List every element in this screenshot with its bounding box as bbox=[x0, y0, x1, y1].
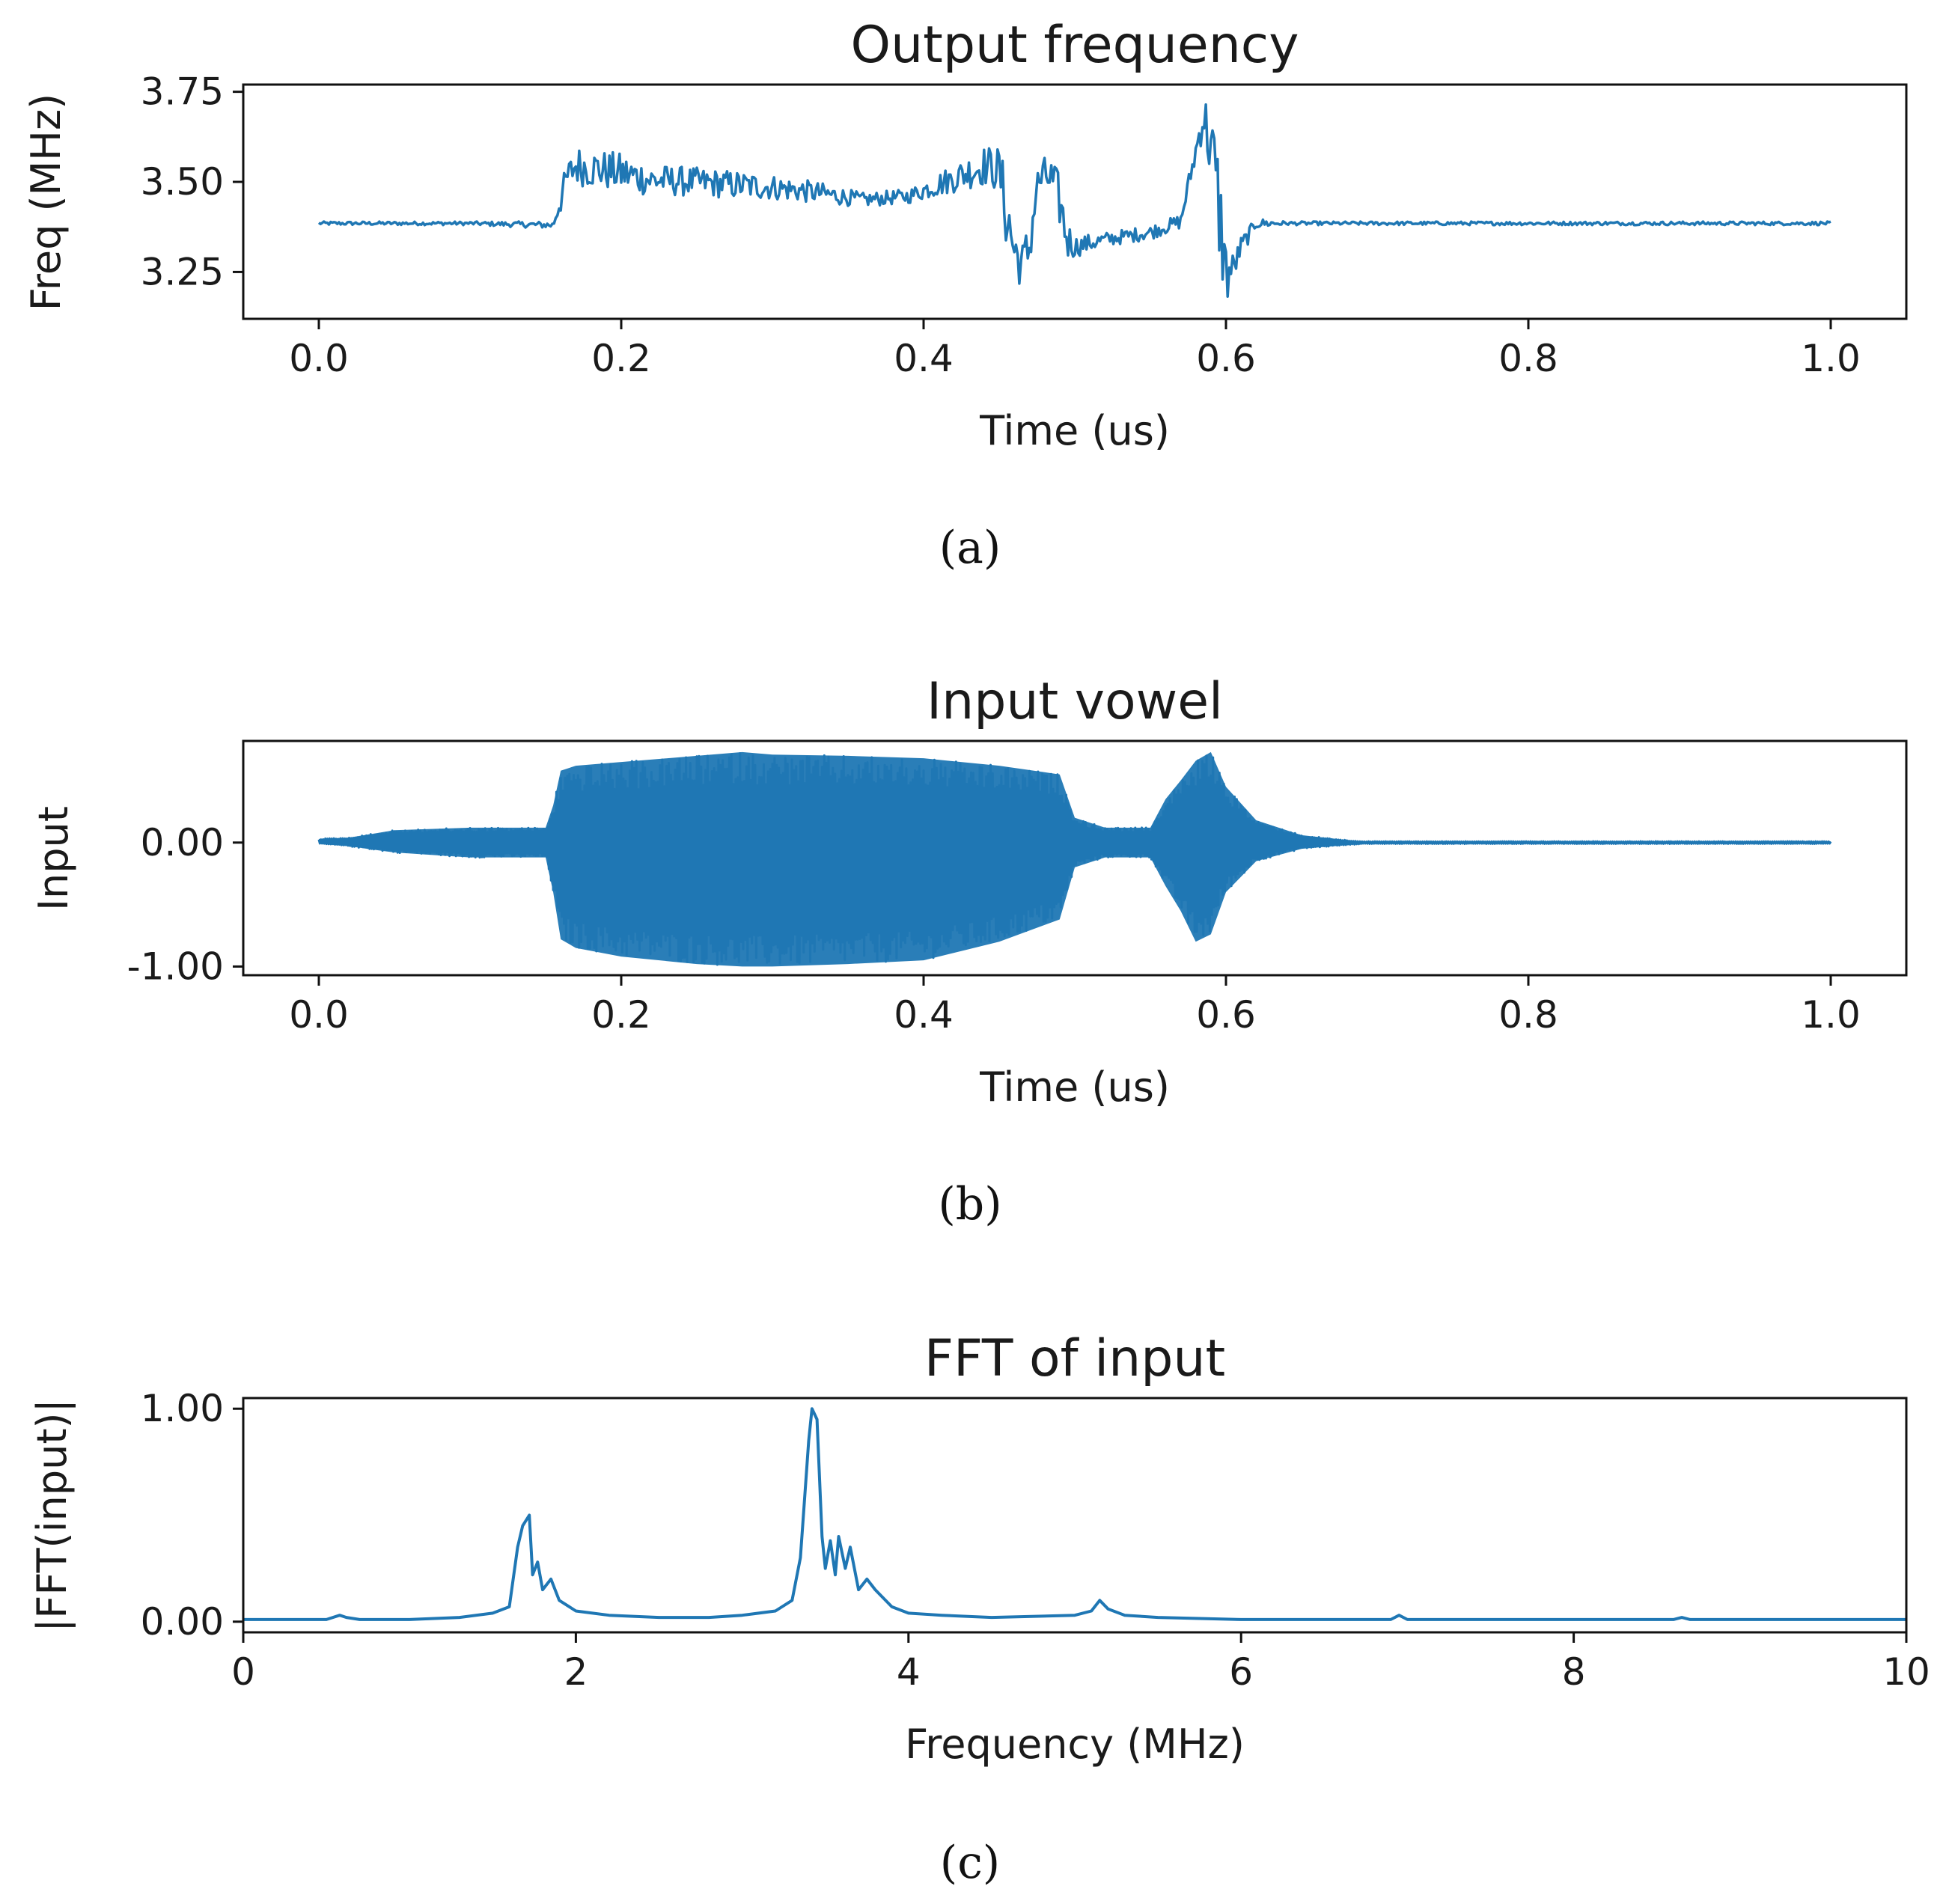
panel-a-marks bbox=[317, 103, 1831, 298]
panel-a-xlabel: Time (us) bbox=[979, 407, 1170, 454]
panel-b-ytick-label: -1.00 bbox=[127, 945, 224, 988]
panel-c-axes-frame bbox=[242, 1397, 1908, 1634]
panel-a-xtick-label: 0.0 bbox=[289, 337, 349, 380]
panel-a-ytick-label: 3.25 bbox=[141, 250, 224, 293]
panel-b-xtick-label: 0.2 bbox=[591, 993, 651, 1037]
panel-c-ytick-label: 1.00 bbox=[141, 1387, 224, 1430]
panel-b-title: Input vowel bbox=[927, 672, 1223, 731]
panel-c-caption: (c) bbox=[940, 1837, 1000, 1889]
panel-a-caption: (a) bbox=[939, 522, 1001, 574]
panel-a-output-frequency: Output frequency Time (us) Freq (MHz) (a… bbox=[22, 16, 1908, 574]
panel-a-axes-frame bbox=[242, 83, 1908, 320]
panel-a-title: Output frequency bbox=[851, 16, 1299, 75]
panel-c-xlabel: Frequency (MHz) bbox=[905, 1721, 1245, 1768]
panel-a-xtick-label: 0.6 bbox=[1196, 337, 1256, 380]
panel-b-marks bbox=[317, 751, 1832, 967]
panel-a-xtick-label: 0.2 bbox=[591, 337, 651, 380]
panel-b-xtick-label: 1.0 bbox=[1801, 993, 1861, 1037]
panel-b-ticks: 0.0 0.2 0.4 0.6 0.8 1.0 -1.00 0.00 bbox=[127, 821, 1861, 1037]
panel-b-xtick-label: 0.8 bbox=[1498, 993, 1558, 1037]
panel-b-caption: (b) bbox=[938, 1178, 1001, 1230]
panel-b-xtick-label: 0.0 bbox=[289, 993, 349, 1037]
panel-a-ylabel: Freq (MHz) bbox=[22, 94, 70, 311]
panel-c-title: FFT of input bbox=[924, 1329, 1225, 1388]
panel-a-xtick-label: 0.8 bbox=[1498, 337, 1558, 380]
panel-c-ylabel: |FFT(input)| bbox=[28, 1399, 76, 1632]
panel-c-xtick-label: 8 bbox=[1562, 1650, 1586, 1694]
panel-a-xtick-label: 0.4 bbox=[894, 337, 954, 380]
panel-b-xlabel: Time (us) bbox=[979, 1064, 1170, 1111]
panel-c-series-line bbox=[243, 1407, 1906, 1621]
panel-c-marks bbox=[243, 1407, 1906, 1621]
panel-b-xtick-label: 0.6 bbox=[1196, 993, 1256, 1037]
panel-b-axes-frame bbox=[242, 739, 1908, 977]
panel-c-xtick-label: 2 bbox=[564, 1650, 588, 1694]
panel-c-xtick-label: 6 bbox=[1229, 1650, 1253, 1694]
panel-c-fft-of-input: FFT of input Frequency (MHz) |FFT(input)… bbox=[28, 1329, 1930, 1889]
panel-c-ytick-label: 0.00 bbox=[141, 1600, 224, 1644]
panel-a-ytick-label: 3.75 bbox=[141, 70, 224, 114]
panel-a-series-line bbox=[317, 103, 1831, 298]
panel-b-input-vowel: Input vowel Time (us) Input (b) 0.0 0.2 0.… bbox=[30, 672, 1908, 1230]
panel-c-ticks: 0 2 4 6 8 10 0.00 1.00 bbox=[141, 1387, 1930, 1694]
panel-b-ylabel: Input bbox=[30, 806, 77, 911]
panel-a-ytick-label: 3.50 bbox=[141, 160, 224, 204]
panel-b-ytick-label: 0.00 bbox=[141, 821, 224, 864]
panel-b-series-line bbox=[317, 752, 1832, 966]
panel-b-xtick-label: 0.4 bbox=[894, 993, 954, 1037]
panel-c-xtick-label: 0 bbox=[231, 1650, 255, 1694]
panel-c-xtick-label: 10 bbox=[1882, 1650, 1930, 1694]
panel-a-ticks: 0.0 0.2 0.4 0.6 0.8 1.0 3.25 3.50 3.75 bbox=[141, 70, 1861, 380]
panel-c-xtick-label: 4 bbox=[897, 1650, 921, 1694]
panel-a-xtick-label: 1.0 bbox=[1801, 337, 1861, 380]
